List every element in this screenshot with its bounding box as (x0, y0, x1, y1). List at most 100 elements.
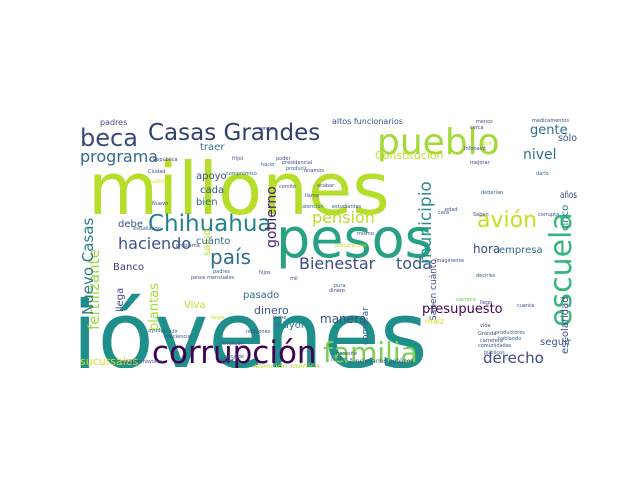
word-98: Nuevo (152, 201, 168, 207)
word-117: llegó (480, 299, 492, 306)
word-35: debe (118, 219, 143, 230)
word-67: producir (286, 166, 308, 172)
word-39: pasado (243, 290, 279, 301)
word-1: millones (88, 147, 390, 231)
word-86: llama (305, 193, 319, 199)
word-114: hacían (331, 356, 348, 363)
word-82: frijol (232, 156, 243, 162)
word-110: vengo (258, 126, 273, 132)
word-83: compromiso (226, 171, 257, 177)
word-10: avión (477, 208, 537, 233)
word-45: cada (200, 185, 224, 196)
word-65: corrupta (538, 212, 559, 218)
word-6: escuela (544, 212, 577, 327)
word-40: seguir (540, 337, 572, 348)
word-20: gobierno (264, 186, 280, 248)
word-59: carretera (480, 338, 503, 344)
word-61: comunidades (478, 343, 512, 349)
word-66: presidencial (282, 160, 312, 166)
word-18: fertilizante (85, 249, 103, 330)
word-104: pura (334, 283, 345, 289)
word-54: atención médica (253, 361, 320, 368)
word-48: traer (200, 142, 225, 153)
word-71: decidir (161, 329, 179, 335)
word-49: padres (100, 118, 127, 127)
word-55: maíz (425, 317, 444, 326)
word-43: cinco (560, 205, 571, 231)
word-28: hora (473, 242, 500, 256)
word-4: corrupción (152, 335, 317, 368)
word-81: República (153, 156, 177, 163)
word-101: mil (290, 276, 298, 282)
word-47: apoyo (196, 171, 227, 182)
word-94: alcalde (226, 354, 244, 360)
word-74: llegar (211, 315, 226, 321)
word-60: hablando (498, 336, 521, 342)
word-2: pesos (276, 207, 433, 270)
word-29: empresa (499, 245, 543, 256)
word-37: Viva (184, 300, 205, 311)
word-31: sucursales (80, 355, 139, 368)
word-51: Saben cuánto (429, 259, 439, 321)
word-63: cuenta (517, 303, 534, 309)
word-92: justicia (149, 179, 168, 185)
word-107: darlo (536, 171, 549, 177)
word-79: Imaginense (435, 258, 464, 264)
word-52: comprar (361, 307, 371, 345)
word-3: pueblo (377, 122, 500, 163)
word-46: bien (196, 197, 218, 208)
word-100: padres (213, 269, 230, 275)
word-73: empujar (222, 341, 244, 347)
word-25: escolaridad (560, 296, 571, 354)
word-88: conciencia (164, 334, 191, 340)
word-119: vida (480, 323, 491, 329)
word-112: fácil (481, 140, 491, 147)
word-95: preparatoria (335, 243, 366, 249)
word-102: hijos (259, 270, 271, 276)
word-76: hacer (261, 162, 276, 168)
word-16: haciendo (118, 234, 191, 253)
word-90: ayudar (148, 328, 166, 334)
word-77: estudiantes (332, 204, 362, 210)
word-116: cara (438, 210, 449, 216)
word-84: Infonavit (464, 146, 486, 152)
word-64: productores (495, 330, 525, 336)
word-62: públicas (484, 349, 505, 356)
word-97: pesos mensuales (191, 275, 235, 281)
word-50: altos funcionarios (332, 117, 403, 126)
word-27: manera (320, 312, 366, 326)
word-38: mayor (273, 320, 306, 331)
word-34: Banco (113, 262, 144, 273)
word-103: leche (273, 315, 286, 321)
word-36: llega (115, 288, 126, 312)
word-14: municipio (416, 181, 436, 264)
word-75: mismo (357, 231, 374, 237)
word-70: necesite (336, 351, 357, 357)
word-5: familia (323, 336, 418, 368)
word-85: comité (279, 183, 296, 190)
word-11: país (210, 245, 251, 269)
word-33: dinero (254, 304, 289, 317)
word-120: decirles (476, 273, 496, 279)
word-91: Ciudad (148, 169, 165, 175)
word-24: nivel (523, 147, 557, 163)
word-109: edad (445, 207, 458, 213)
word-108: cerca (470, 125, 484, 131)
word-56: funcionarios públicos (350, 358, 414, 365)
word-106: Saben (473, 212, 489, 218)
word-72: religiones (246, 329, 271, 335)
word-68: medicamentos (532, 118, 569, 124)
word-99: poder (276, 156, 291, 162)
word-58: Grande (478, 331, 496, 337)
word-12: Bienestar (299, 254, 376, 273)
word-87: atención (302, 203, 324, 210)
word-42: años (560, 190, 577, 201)
word-19: Nuevo Casas (80, 218, 97, 315)
word-96: importante (80, 170, 81, 198)
word-57: adultos mayores (121, 359, 163, 365)
word-118: siempre (456, 297, 476, 303)
word-69: menos (476, 119, 493, 125)
word-44: sólo (558, 132, 577, 144)
word-78: mejorar (470, 160, 491, 166)
